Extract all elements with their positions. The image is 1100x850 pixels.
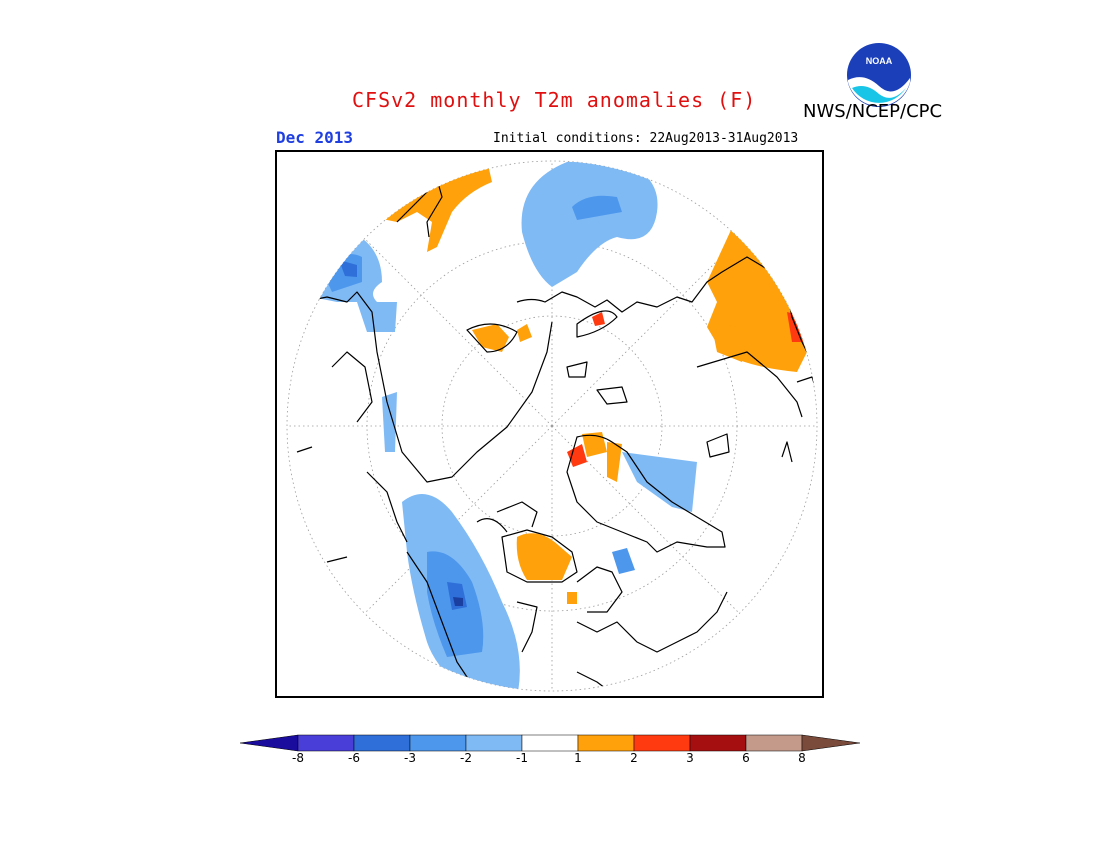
svg-text:NOAA: NOAA bbox=[866, 56, 893, 66]
colorbar-tick-label: 3 bbox=[686, 751, 694, 765]
colorbar-segment bbox=[409, 734, 467, 752]
colorbar-tick-label: 8 bbox=[798, 751, 806, 765]
polar-map bbox=[275, 150, 824, 698]
colorbar-segment bbox=[577, 734, 635, 752]
colorbar-segment bbox=[239, 734, 299, 752]
colorbar-segment bbox=[353, 734, 411, 752]
agency-label: NWS/NCEP/CPC bbox=[803, 101, 943, 122]
colorbar-tick-label: -6 bbox=[348, 751, 360, 765]
forecast-month: Dec 2013 bbox=[276, 128, 354, 147]
colorbar-tick-label: 6 bbox=[742, 751, 750, 765]
colorbar-segment bbox=[633, 734, 691, 752]
colorbar-tick-label: 1 bbox=[574, 751, 582, 765]
colorbar-segment bbox=[801, 734, 861, 752]
coastlines bbox=[296, 171, 817, 691]
colorbar-tick-label: 2 bbox=[630, 751, 638, 765]
colorbar-segment bbox=[521, 734, 579, 752]
colorbar-segment bbox=[745, 734, 803, 752]
noaa-logo: NOAA bbox=[846, 42, 912, 108]
colorbar-segment bbox=[465, 734, 523, 752]
colorbar-tick-label: -8 bbox=[292, 751, 304, 765]
colorbar-tick-label: -3 bbox=[404, 751, 416, 765]
colorbar-segment bbox=[689, 734, 747, 752]
chart-title: CFSv2 monthly T2m anomalies (F) bbox=[352, 88, 757, 112]
initial-conditions: Initial conditions: 22Aug2013-31Aug2013 bbox=[493, 131, 799, 146]
colorbar bbox=[239, 732, 862, 758]
colorbar-segment bbox=[297, 734, 355, 752]
anomaly-fills bbox=[312, 161, 809, 691]
colorbar-tick-label: -2 bbox=[460, 751, 472, 765]
colorbar-tick-label: -1 bbox=[516, 751, 528, 765]
